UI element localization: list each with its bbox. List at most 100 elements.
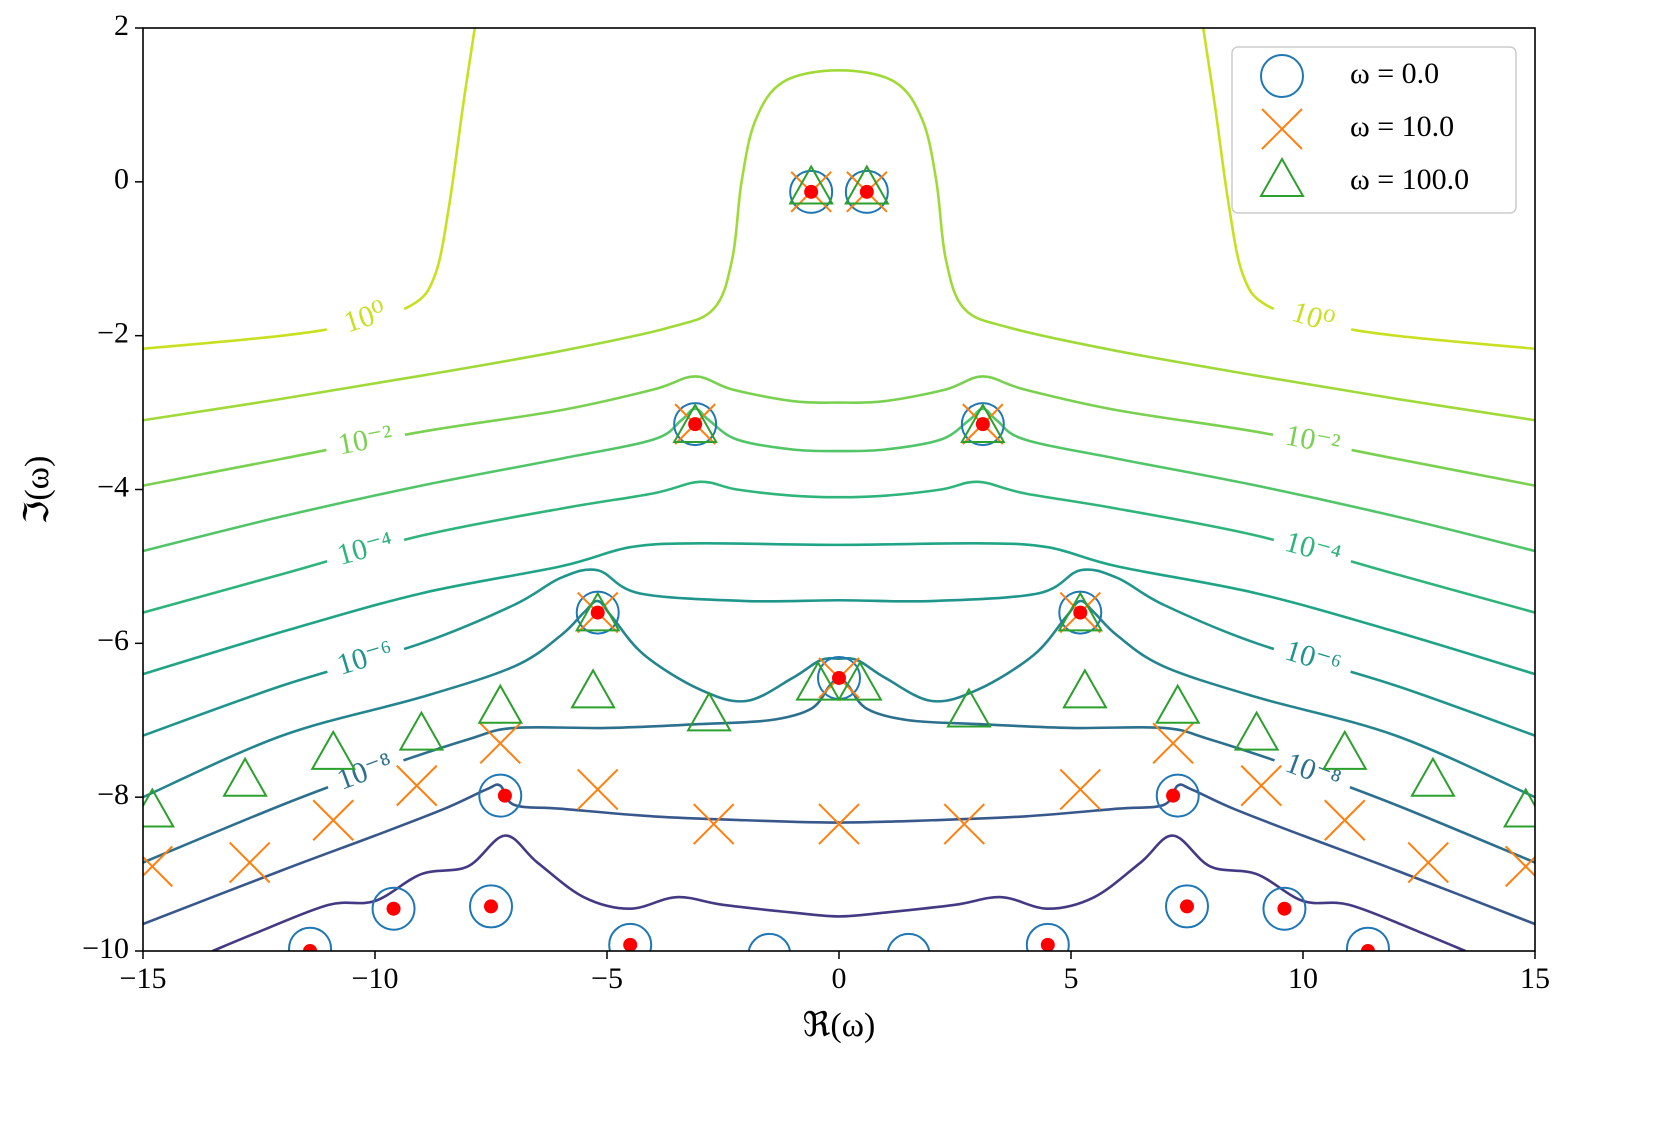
legend-marker xyxy=(1259,156,1305,197)
contour-label-gap xyxy=(1269,744,1356,803)
legend-label: ω = 10.0 xyxy=(1350,110,1454,143)
marker-dot xyxy=(1073,605,1088,620)
y-tick-label: −2 xyxy=(97,317,129,350)
contour-label-gap xyxy=(1269,292,1356,348)
marker-dot xyxy=(859,184,874,199)
marker-cross xyxy=(143,845,173,888)
contour-label: 10⁻⁶ xyxy=(1281,634,1344,682)
contour-line xyxy=(143,407,1535,553)
marker-cross xyxy=(1505,845,1535,888)
contour-label: 10⁻⁴ xyxy=(1281,525,1344,572)
contour-line xyxy=(143,69,1535,422)
marker-triangle xyxy=(1057,591,1103,632)
contour-line xyxy=(143,375,1535,487)
marker-circle xyxy=(747,932,792,951)
contour-label: 10⁻² xyxy=(335,419,395,462)
marker-triangle xyxy=(575,591,621,632)
y-tick-label: −4 xyxy=(97,470,129,503)
marker-dot xyxy=(386,901,401,916)
marker-triangle xyxy=(795,660,841,701)
marker-cross xyxy=(312,799,354,841)
contour-line xyxy=(143,599,1535,799)
marker-triangle xyxy=(686,691,732,732)
marker-cross xyxy=(693,803,735,845)
contour-label: 10⁻⁴ xyxy=(333,525,396,572)
marker-cross xyxy=(1407,841,1449,884)
marker-circle xyxy=(371,886,416,931)
marker-triangle xyxy=(1503,787,1535,828)
marker-triangle xyxy=(570,668,616,709)
x-axis-label: ℜ(ω) xyxy=(803,1007,876,1044)
x-tick-label: 15 xyxy=(1520,962,1550,995)
marker-dot xyxy=(804,184,819,199)
marker-dot xyxy=(1166,788,1181,803)
contour-label: 10⁻² xyxy=(1283,419,1343,462)
x-tick-label: 5 xyxy=(1064,962,1079,995)
x-tick-label: −5 xyxy=(591,962,623,995)
marker-circle xyxy=(1262,886,1307,931)
marker-circle xyxy=(789,169,834,214)
marker-circle xyxy=(1025,922,1070,951)
marker-dot xyxy=(832,670,846,685)
x-tick-label: 0 xyxy=(832,962,847,995)
marker-dot xyxy=(590,605,605,620)
marker-triangle xyxy=(477,683,523,724)
marker-cross xyxy=(1240,764,1282,807)
marker-circle xyxy=(1345,926,1390,951)
contour-label-gap xyxy=(322,524,409,578)
legend-label: ω = 0.0 xyxy=(1350,57,1439,90)
marker-triangle xyxy=(222,756,268,797)
marker-dot xyxy=(688,417,703,432)
y-tick-label: −6 xyxy=(97,624,129,657)
contour-line xyxy=(143,783,1535,926)
marker-cross xyxy=(1152,722,1194,765)
contour-line xyxy=(143,480,1535,614)
legend-label: ω = 100.0 xyxy=(1350,163,1469,196)
marker-dot xyxy=(303,944,318,951)
marker-triangle xyxy=(837,660,883,701)
legend-marker xyxy=(1261,108,1303,150)
marker-triangle xyxy=(398,710,445,751)
marker-circle xyxy=(886,932,931,951)
y-tick-label: −8 xyxy=(97,778,129,811)
contour-line xyxy=(212,834,1466,951)
marker-dot xyxy=(1277,901,1292,916)
contour-line xyxy=(143,541,1535,676)
marker-circle xyxy=(1155,773,1200,818)
contour-label-gap xyxy=(1269,419,1355,466)
marker-triangle xyxy=(960,402,1006,443)
contour-label-gap xyxy=(322,292,409,348)
marker-dot xyxy=(1360,944,1375,951)
contour-label-gap xyxy=(322,633,409,688)
marker-triangle xyxy=(788,164,834,205)
marker-cross xyxy=(396,764,438,807)
marker-triangle xyxy=(844,164,890,205)
x-tick-label: −15 xyxy=(120,962,167,995)
legend-box xyxy=(1231,46,1517,214)
marker-triangle xyxy=(1155,683,1201,724)
y-tick-label: −10 xyxy=(82,932,129,965)
contour-line xyxy=(143,28,1535,351)
marker-triangle xyxy=(1410,756,1456,797)
y-tick-label: 2 xyxy=(114,9,129,42)
marker-triangle xyxy=(310,729,356,770)
x-tick-label: 10 xyxy=(1288,962,1318,995)
marker-dot xyxy=(623,937,638,951)
marker-triangle xyxy=(1322,729,1368,770)
legend-marker xyxy=(1260,54,1304,98)
marker-dot xyxy=(484,899,498,914)
marker-dot xyxy=(1040,937,1055,951)
marker-dot xyxy=(975,417,990,432)
marker-triangle xyxy=(672,402,718,443)
contour-label-gap xyxy=(323,419,409,466)
marker-dot xyxy=(1180,899,1194,914)
marker-circle xyxy=(288,926,333,951)
contour-label: 10⁻⁶ xyxy=(333,634,396,682)
marker-triangle xyxy=(1062,668,1108,709)
marker-dot xyxy=(497,788,512,803)
marker-triangle xyxy=(1233,710,1280,751)
marker-circle xyxy=(469,884,513,929)
contour-line xyxy=(143,568,1535,737)
x-tick-label: −10 xyxy=(352,962,399,995)
